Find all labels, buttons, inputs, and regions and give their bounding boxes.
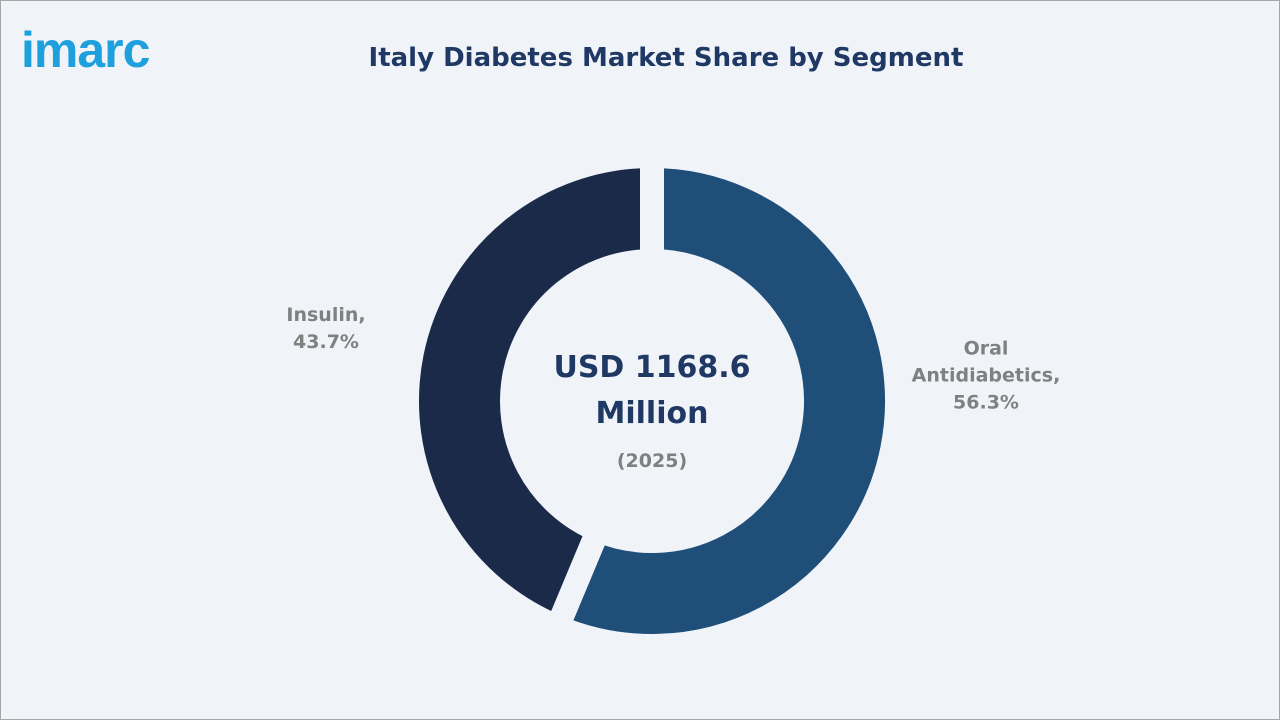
logo: imarc xyxy=(21,22,150,78)
center-label: USD 1168.6 Million xyxy=(553,350,751,431)
data-label: Insulin, 43.7% xyxy=(286,304,366,353)
center-sublabel: (2025) xyxy=(616,450,688,472)
chart-title: Italy Diabetes Market Share by Segment xyxy=(368,43,964,73)
data-label: Oral Antidiabetics, 56.3% xyxy=(911,337,1061,414)
donut-slice xyxy=(395,143,664,643)
donut-slice xyxy=(541,143,909,658)
